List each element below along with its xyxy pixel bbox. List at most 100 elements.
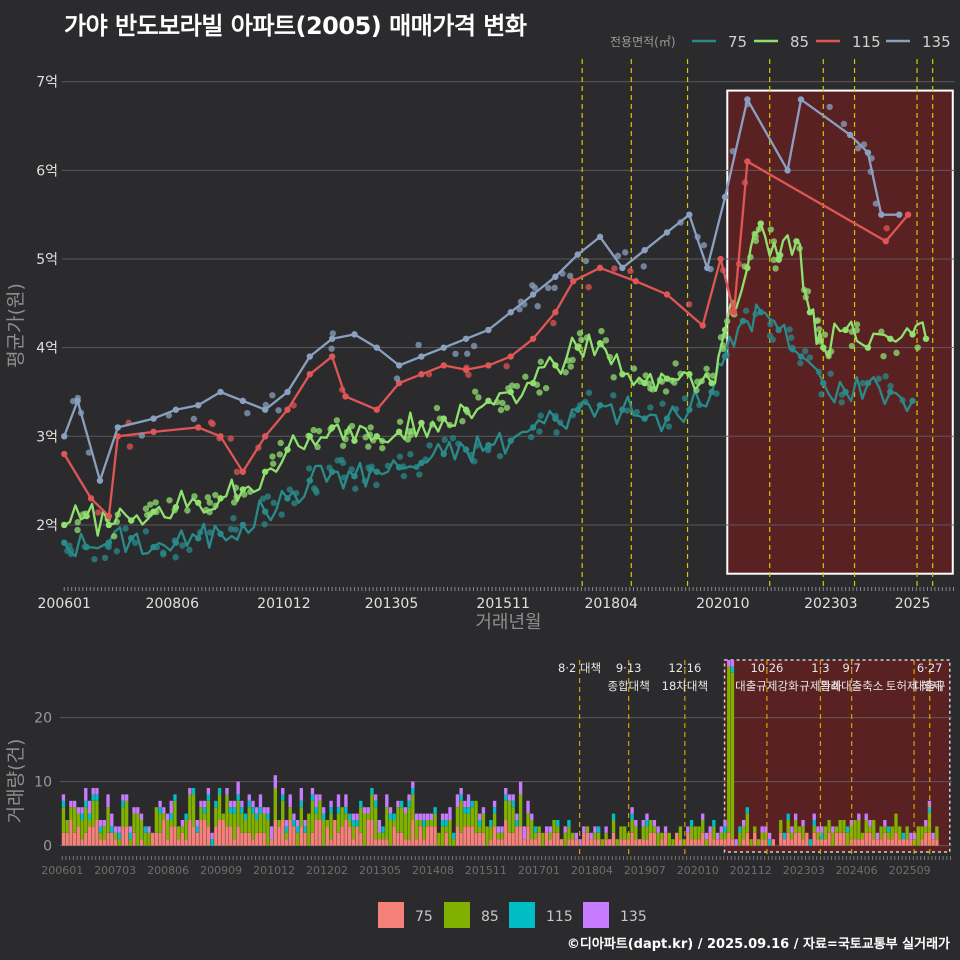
price-dot-75	[232, 526, 239, 533]
volume-bar-135	[630, 807, 634, 814]
volume-bar-75	[530, 839, 534, 846]
volume-bar-75	[589, 839, 593, 846]
volume-bar-85	[310, 800, 315, 833]
footer-credit: ©디아파트(dapt.kr) / 2025.09.16 / 자료=국토교통부 실…	[566, 937, 950, 952]
volume-bar-75	[299, 826, 303, 846]
price-y-tick-label: 7억	[36, 75, 58, 91]
price-dot-85	[848, 342, 856, 350]
price-point-75	[721, 353, 729, 360]
price-point-75	[739, 317, 747, 325]
price-legend-label: 85	[790, 33, 809, 51]
volume-bar-135	[645, 813, 649, 820]
volume-bar-135	[504, 788, 508, 795]
volume-bar-75	[504, 820, 508, 846]
volume-bar-135	[80, 807, 84, 814]
volume-bar-85	[448, 820, 452, 846]
price-point-85	[128, 517, 135, 524]
volume-bar-135	[373, 794, 378, 801]
volume-bar-85	[864, 820, 868, 833]
volume-bar-135	[492, 800, 497, 808]
volume-bar-85	[206, 800, 211, 827]
volume-bar-75	[593, 839, 597, 846]
volume-bar-135	[407, 794, 411, 801]
volume-bar-75	[611, 832, 616, 846]
volume-bar-115	[206, 794, 211, 801]
price-point-85	[708, 379, 715, 387]
volume-bar-135	[199, 800, 203, 808]
volume-bar-75	[686, 832, 690, 846]
volume-bar-135	[255, 807, 259, 814]
price-dot-75	[766, 332, 774, 340]
price-dot-85	[497, 406, 505, 414]
volume-bar-75	[281, 820, 285, 846]
volume-bar-135	[366, 807, 370, 814]
volume-bar-85	[474, 800, 478, 833]
price-point-135	[864, 149, 872, 156]
volume-bar-85	[117, 839, 121, 846]
volume-bar-75	[548, 839, 553, 846]
volume-bar-85	[667, 832, 671, 846]
price-point-85	[922, 335, 930, 342]
price-dot-85	[276, 451, 284, 458]
volume-bar-75	[414, 839, 419, 846]
volume-y-axis-label: 거래량(건)	[5, 739, 27, 824]
price-point-135	[663, 229, 671, 236]
price-dot-85	[513, 382, 521, 390]
volume-bar-135	[741, 820, 746, 827]
price-point-135	[284, 388, 291, 396]
volume-bar-75	[764, 839, 768, 846]
volume-bar-85	[764, 832, 768, 840]
volume-bar-135	[883, 820, 887, 827]
volume-bar-75	[715, 839, 720, 846]
volume-bar-75	[823, 839, 828, 846]
volume-bar-115	[689, 820, 694, 827]
volume-bar-115	[251, 807, 255, 814]
volume-bar-75	[879, 839, 883, 846]
volume-bar-75	[139, 839, 144, 846]
price-point-135	[74, 397, 81, 405]
volume-bar-75	[567, 839, 571, 846]
volume-bar-75	[526, 826, 530, 846]
price-dot-135	[275, 407, 282, 414]
volume-bar-135	[518, 781, 523, 795]
volume-bar-135	[329, 800, 333, 808]
price-legend-title: 전용면적(㎡)	[610, 35, 676, 49]
volume-annotation: 9·13	[616, 661, 642, 675]
volume-bar-115	[229, 807, 233, 814]
volume-bar-85	[95, 800, 99, 820]
price-dot-85	[914, 344, 921, 351]
price-dot-75	[788, 334, 795, 341]
volume-bar-135	[455, 794, 460, 808]
volume-bar-75	[511, 832, 515, 846]
volume-bar-75	[771, 839, 776, 846]
volume-bar-85	[72, 807, 77, 833]
price-point-135	[172, 406, 180, 413]
price-dot-85	[562, 369, 569, 376]
volume-bar-135	[336, 794, 341, 808]
price-x-tick-label: 202303	[804, 596, 857, 612]
volume-bar-75	[373, 839, 378, 846]
price-dot-75	[537, 412, 544, 419]
volume-legend-label: 85	[481, 909, 499, 925]
price-point-135	[703, 264, 711, 272]
price-point-115	[730, 309, 738, 316]
price-dot-85	[503, 404, 511, 411]
volume-bar-135	[266, 807, 270, 814]
price-dot-75	[407, 451, 414, 458]
volume-bar-135	[377, 820, 382, 833]
volume-bar-135	[544, 826, 549, 833]
volume-bar-75	[95, 820, 99, 846]
price-point-135	[239, 397, 247, 405]
price-dot-115	[209, 420, 216, 428]
price-dot-85	[671, 379, 678, 386]
volume-bar-75	[429, 826, 434, 846]
volume-bar-135	[288, 794, 292, 808]
volume-bar-135	[232, 800, 237, 808]
volume-bar-85	[530, 820, 534, 840]
volume-bar-75	[366, 820, 370, 846]
price-dot-75	[806, 354, 814, 361]
volume-bar-75	[433, 826, 437, 846]
volume-bar-75	[318, 820, 322, 846]
volume-bar-85	[400, 807, 404, 833]
price-dot-75	[610, 392, 617, 399]
